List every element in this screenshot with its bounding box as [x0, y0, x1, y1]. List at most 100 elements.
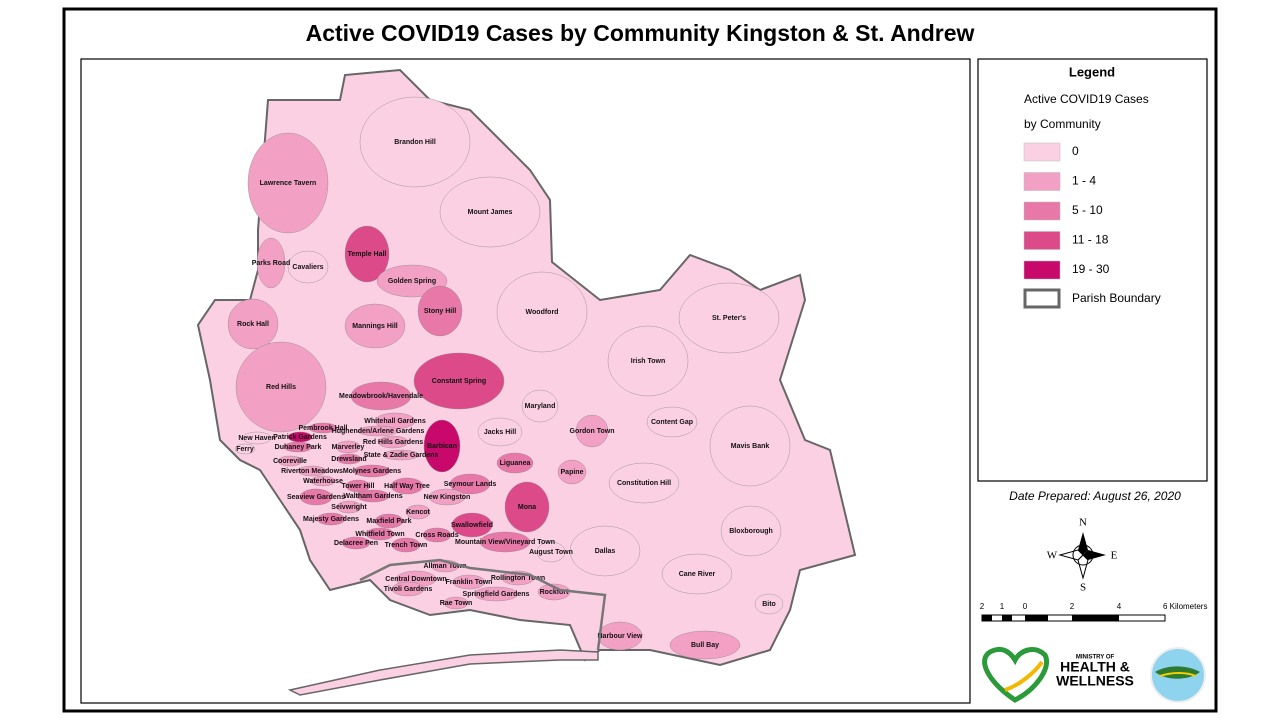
- community-label: Constitution Hill: [617, 480, 671, 487]
- community-label: Mountain View/Vineyard Town: [455, 539, 555, 546]
- community-area: [569, 525, 641, 577]
- map-title: Active COVID19 Cases by Community Kingst…: [306, 20, 975, 46]
- community-area: [277, 455, 303, 467]
- community-label: Delacree Pen: [334, 540, 378, 547]
- map: [196, 68, 857, 696]
- compass-e: E: [1111, 550, 1118, 562]
- community-area: [575, 414, 609, 448]
- community-label: Bull Bay: [691, 642, 719, 649]
- community-label: Mannings Hill: [352, 323, 398, 330]
- community-label: Mount James: [468, 209, 513, 216]
- community-label: Waterhouse: [303, 478, 343, 485]
- legend-label: 1 - 4: [1072, 174, 1096, 188]
- community-area: [413, 352, 505, 410]
- community-label: Tower Hill: [342, 483, 375, 490]
- logo: MINISTRY OF HEALTH & WELLNESS: [982, 646, 1206, 703]
- community-area: [297, 465, 327, 477]
- community-area: [308, 422, 338, 434]
- legend-label: 19 - 30: [1072, 262, 1110, 276]
- community-label: Bloxborough: [729, 528, 773, 535]
- community-label: New Haven: [238, 435, 275, 442]
- labels: Brandon Hill Lawrence Tavern Mount James Te…: [227, 96, 791, 660]
- legend-subtitle: by Community: [1024, 117, 1101, 131]
- community-label: Patrick Gardens: [273, 434, 327, 441]
- community-area: [678, 282, 780, 354]
- community-label: Maxfield Park: [366, 518, 411, 525]
- logo-text: HEALTH &: [1060, 659, 1130, 675]
- community-label: Mona: [518, 504, 536, 511]
- community-label: Cavaliers: [292, 264, 323, 271]
- community-area: [299, 488, 333, 506]
- legend-items: 0 1 - 4 5 - 10 11 - 18 19 - 30: [1023, 142, 1110, 280]
- community-label: August Town: [529, 549, 573, 556]
- parish-boundary-line: [359, 558, 607, 651]
- community-area: [344, 225, 390, 283]
- legend-swatch: [1023, 260, 1061, 280]
- compass-n: N: [1079, 517, 1087, 529]
- community-area: [557, 459, 587, 485]
- community-label: Majesty Gardens: [303, 516, 359, 523]
- community-area: [709, 405, 791, 487]
- community-area: [496, 271, 588, 353]
- community-label: Rollington Town: [491, 575, 545, 582]
- community-area: [391, 581, 425, 597]
- community-area: [449, 473, 491, 495]
- legend-swatch: [1023, 201, 1061, 221]
- community-label: Brandon Hill: [394, 139, 436, 146]
- community-area: [669, 630, 741, 660]
- community-label: Franklin Town: [446, 579, 493, 586]
- scale-bar: 2 1 0 2 4 6 Kilometers: [980, 602, 1207, 622]
- community-label: Tivoli Gardens: [384, 586, 433, 593]
- community-label: Drewsland: [331, 456, 366, 463]
- community-label: Marverley: [332, 444, 365, 451]
- palisadoes: [287, 649, 599, 696]
- community-label: Papine: [561, 469, 584, 476]
- community-label: Seivwright: [331, 504, 367, 511]
- community-label: Central Downtown: [385, 576, 446, 583]
- community-area: [428, 488, 466, 506]
- community-label: Bito: [762, 601, 776, 608]
- date: Date Prepared: August 26, 2020: [1009, 489, 1181, 503]
- scale-label: 4: [1117, 602, 1122, 611]
- logo-text: MINISTRY OF: [1076, 655, 1115, 661]
- scale-label: 0: [1023, 602, 1028, 611]
- logo-text: WELLNESS: [1056, 673, 1134, 689]
- legend-subtitle: Active COVID19 Cases: [1024, 92, 1149, 106]
- community-label: Red Hills Gardens: [363, 439, 423, 446]
- legend-title: Legend: [1069, 64, 1115, 79]
- scale-label: 6 Kilometers: [1163, 602, 1207, 611]
- community-label: Riverton Meadows: [281, 468, 343, 475]
- community-label: Temple Hall: [348, 251, 387, 258]
- community-label: Molynes Gardens: [343, 468, 401, 475]
- compass-w: W: [1047, 550, 1058, 562]
- community-label: Trench Town: [385, 542, 428, 549]
- community-label: Whitehall Gardens: [364, 418, 426, 425]
- community-label: Irish Town: [631, 358, 665, 365]
- community-area: [423, 419, 461, 473]
- community-label: Cooreville: [273, 458, 307, 465]
- community-area: [247, 132, 329, 234]
- community-label: Golden Spring: [388, 278, 436, 285]
- community-label: Springfield Gardens: [463, 591, 530, 598]
- community-label: Constant Spring: [432, 378, 486, 385]
- community-label: Gordon Town: [570, 428, 615, 435]
- community-area: [417, 285, 463, 337]
- community-area: [316, 512, 346, 526]
- community-area: [359, 96, 471, 188]
- community-label: Duhaney Park: [275, 444, 322, 451]
- community-area: [646, 406, 698, 438]
- community-area: [357, 425, 399, 437]
- community-label: Cane River: [679, 571, 716, 578]
- community-label: Kencot: [406, 509, 430, 516]
- community-label: Harbour View: [598, 633, 644, 640]
- community-area: [390, 477, 424, 495]
- community-area: [504, 481, 550, 533]
- community-label: Dallas: [595, 548, 616, 555]
- community-area: [227, 298, 279, 350]
- community-label: Jacks Hill: [484, 429, 516, 436]
- community-area: [661, 553, 733, 595]
- community-area: [336, 453, 362, 465]
- community-label: Waltham Gardens: [343, 493, 402, 500]
- community-area: [382, 449, 420, 461]
- community-area: [391, 537, 421, 553]
